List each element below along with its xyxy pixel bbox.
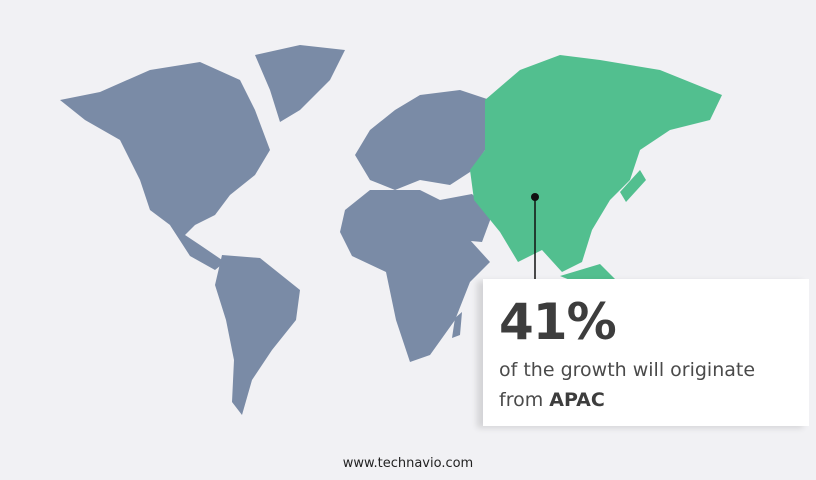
japan xyxy=(620,170,646,202)
north-america xyxy=(60,62,270,240)
from-label: from xyxy=(499,389,544,411)
callout-box: 41% of the growth will originate from AP… xyxy=(483,279,809,426)
apac-region xyxy=(470,55,722,272)
region-name: APAC xyxy=(549,389,605,411)
greenland xyxy=(255,45,345,122)
footer-url: www.technavio.com xyxy=(342,456,474,471)
growth-stat: 41% xyxy=(499,293,617,351)
south-america xyxy=(215,255,300,415)
africa xyxy=(340,190,490,362)
growth-description: of the growth will originate from APAC xyxy=(499,355,755,415)
central-america xyxy=(170,225,225,270)
europe xyxy=(355,90,490,190)
callout-pointer-dot xyxy=(531,193,539,201)
madagascar xyxy=(452,312,462,338)
description-text: of the growth will originate xyxy=(499,359,756,381)
